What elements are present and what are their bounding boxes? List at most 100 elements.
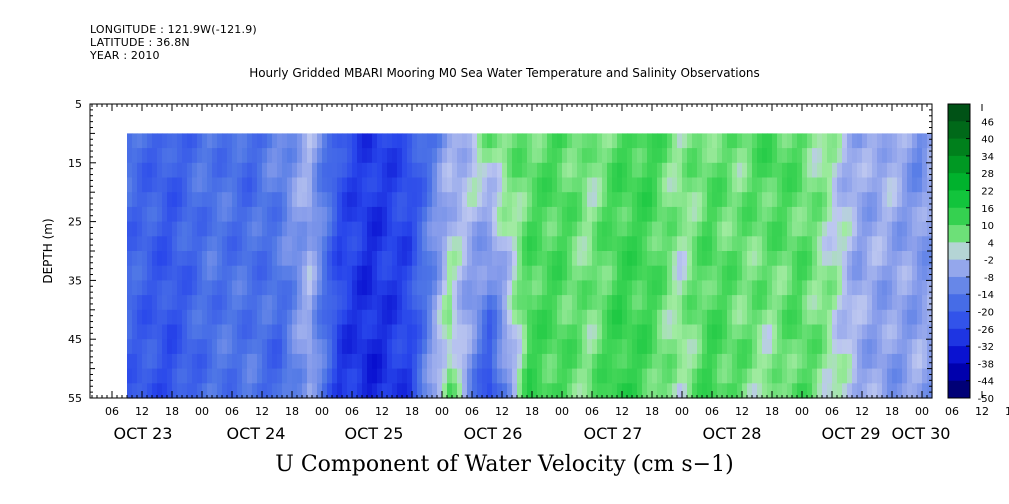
heat-cell <box>537 383 543 399</box>
heat-cell <box>747 368 753 384</box>
heat-cell <box>882 383 888 399</box>
heat-cell <box>662 192 668 208</box>
heat-cell <box>692 309 698 326</box>
heat-cell <box>457 339 463 355</box>
heat-cell <box>897 162 903 179</box>
heat-cell <box>607 324 613 340</box>
heat-cell <box>162 192 168 208</box>
heat-cell <box>262 324 268 340</box>
heat-cell <box>607 236 613 252</box>
heat-cell <box>877 148 883 164</box>
heat-cell <box>152 383 158 399</box>
heat-cell <box>687 206 693 223</box>
heat-cell <box>187 133 193 149</box>
heat-cell <box>707 368 713 384</box>
heat-cell <box>482 221 488 237</box>
heat-cell <box>802 251 808 267</box>
heat-cell <box>597 309 603 326</box>
heat-cell <box>217 206 223 223</box>
heat-cell <box>287 148 293 164</box>
heat-cell <box>527 133 533 149</box>
heat-cell <box>537 339 543 355</box>
heat-cell <box>497 339 503 355</box>
heat-cell <box>582 177 588 193</box>
heat-cell <box>657 368 663 384</box>
heat-cell <box>307 251 313 267</box>
heat-cell <box>362 295 368 311</box>
heat-cell <box>337 251 343 267</box>
heat-cell <box>622 251 628 267</box>
heat-cell <box>467 133 473 149</box>
heat-cell <box>577 162 583 179</box>
heat-cell <box>587 206 593 223</box>
heat-cell <box>927 148 933 164</box>
heat-cell <box>362 221 368 237</box>
heat-cell <box>177 177 183 193</box>
heat-cell <box>877 206 883 223</box>
heat-cell <box>407 177 413 193</box>
heat-cell <box>857 353 863 370</box>
heat-cell <box>832 295 838 311</box>
heat-cell <box>237 221 243 237</box>
heat-cell <box>812 251 818 267</box>
heat-cell <box>307 221 313 237</box>
heat-cell <box>892 383 898 399</box>
heat-cell <box>517 383 523 399</box>
heat-cell <box>422 353 428 370</box>
heat-cell <box>367 383 373 399</box>
heat-cell <box>192 339 198 355</box>
heat-cell <box>522 206 528 223</box>
heat-cell <box>717 339 723 355</box>
heat-cell <box>757 251 763 267</box>
heat-cell <box>632 309 638 326</box>
heat-cell <box>777 295 783 311</box>
colorbar-swatch <box>948 294 970 313</box>
heat-cell <box>682 192 688 208</box>
heat-cell <box>852 148 858 164</box>
heat-cell <box>517 148 523 164</box>
heat-cell <box>882 162 888 179</box>
heat-cell <box>617 295 623 311</box>
heat-cell <box>222 221 228 237</box>
heat-cell <box>882 339 888 355</box>
heat-cell <box>437 280 443 296</box>
heat-cell <box>232 221 238 237</box>
heat-cell <box>182 206 188 223</box>
heat-cell <box>792 192 798 208</box>
x-hour-label: 12 <box>975 405 989 418</box>
heat-cell <box>402 221 408 237</box>
heat-cell <box>807 339 813 355</box>
heat-cell <box>842 309 848 326</box>
heat-cell <box>232 251 238 267</box>
heat-cell <box>752 383 758 399</box>
heat-cell <box>437 133 443 149</box>
heat-cell <box>912 324 918 340</box>
heat-cell <box>892 133 898 149</box>
heat-cell <box>912 148 918 164</box>
heat-cell <box>882 133 888 149</box>
heat-cell <box>402 295 408 311</box>
heat-cell <box>577 221 583 237</box>
heat-cell <box>782 280 788 296</box>
heat-cell <box>732 295 738 311</box>
heat-cell <box>407 309 413 326</box>
heat-cell <box>467 353 473 370</box>
heat-cell <box>327 221 333 237</box>
heat-cell <box>557 206 563 223</box>
heat-cell <box>647 162 653 179</box>
heat-cell <box>657 206 663 223</box>
heat-cell <box>217 353 223 370</box>
heat-cell <box>717 206 723 223</box>
heat-cell <box>457 309 463 326</box>
heat-cell <box>632 236 638 252</box>
heat-cell <box>597 339 603 355</box>
heat-cell <box>267 162 273 179</box>
heat-cell <box>377 339 383 355</box>
heat-cell <box>162 221 168 237</box>
heat-cell <box>817 295 823 311</box>
heat-cell <box>327 192 333 208</box>
heat-cell <box>287 309 293 326</box>
heat-cell <box>872 324 878 340</box>
colorbar-swatch <box>948 380 970 399</box>
heat-cell <box>612 162 618 179</box>
